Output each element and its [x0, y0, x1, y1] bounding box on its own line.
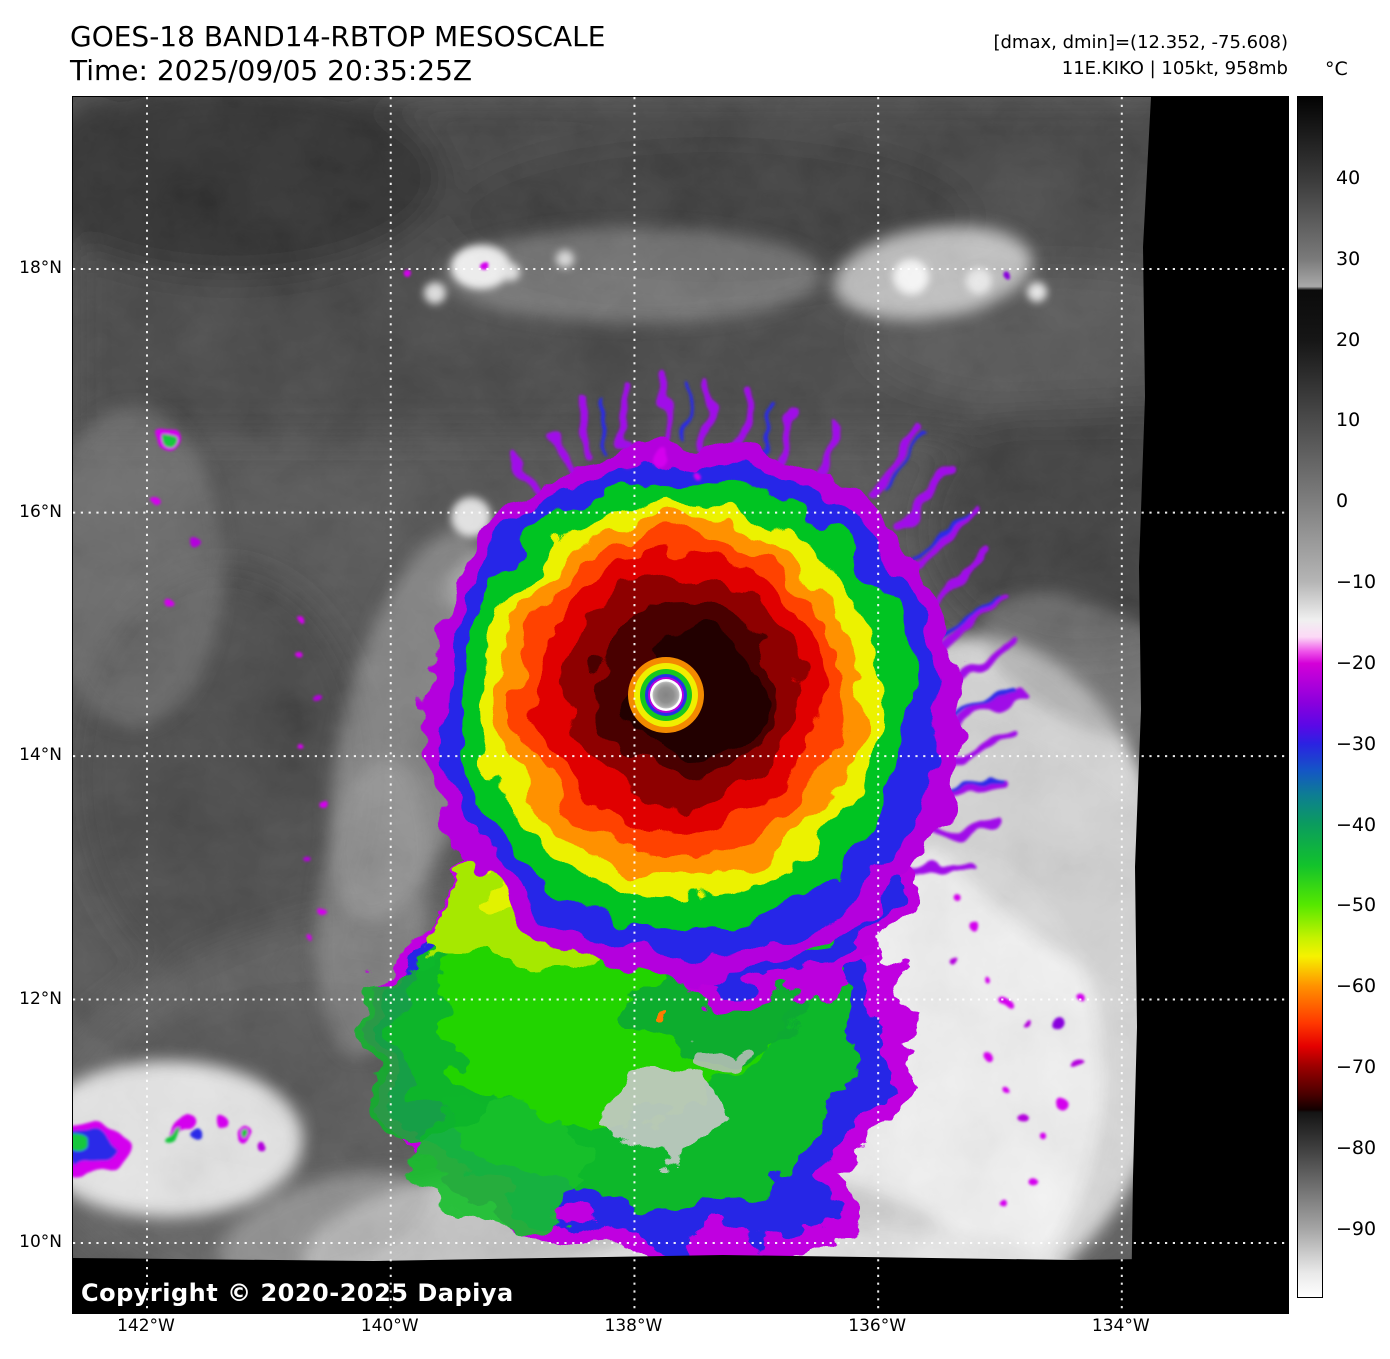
colorbar-tick-label: 40 [1336, 166, 1361, 189]
satellite-map: Copyright © 2020-2025 Dapiya [72, 96, 1289, 1314]
longitude-tick-label: 134°W [1091, 1316, 1150, 1336]
colorbar-tick-label: 0 [1336, 490, 1349, 513]
colorbar [1297, 96, 1323, 1298]
range-label: [dmax, dmin]=(12.352, -75.608) [993, 32, 1288, 53]
latitude-tick-label: 12°N [19, 988, 62, 1009]
no-data-mask [73, 97, 1288, 1313]
hurricane-eye [652, 681, 680, 709]
longitude-tick-label: 140°W [360, 1316, 419, 1336]
latitude-tick-label: 10°N [19, 1231, 62, 1252]
page-title: GOES-18 BAND14-RBTOP MESOSCALE [70, 20, 606, 53]
colorbar-tick-label: 20 [1336, 328, 1361, 351]
eyewall [628, 657, 704, 733]
colorbar-tick-label: −50 [1336, 894, 1377, 917]
longitude-tick-label: 136°W [848, 1316, 907, 1336]
colorbar-tick-label: −80 [1336, 1136, 1377, 1159]
storm-label: 11E.KIKO | 105kt, 958mb [1061, 58, 1288, 79]
longitude-tick-label: 138°W [604, 1316, 663, 1336]
latitude-tick-label: 18°N [19, 257, 62, 278]
time-label: Time: 2025/09/05 20:35:25Z [70, 54, 473, 87]
latitude-tick-label: 16°N [19, 501, 62, 522]
colorbar-tick-label: −90 [1336, 1217, 1377, 1240]
colorbar-tick-label: 10 [1336, 409, 1361, 432]
latitude-axis: 18°N 16°N 14°N 12°N 10°N [0, 96, 66, 1312]
colorbar-tick-label: −10 [1336, 571, 1377, 594]
title-block: GOES-18 BAND14-RBTOP MESOSCALE Time: 202… [70, 20, 605, 88]
colorbar-tick-labels: 40 30 20 10 0 −10 −20 −30 −40 −50 −60 −70 −80 −90 [1336, 96, 1390, 1298]
colorbar-tick-label: −20 [1336, 651, 1377, 674]
colorbar-tick-label: −40 [1336, 813, 1377, 836]
copyright: Copyright © 2020-2025 Dapiya [81, 1279, 514, 1307]
longitude-tick-label: 142°W [117, 1316, 175, 1336]
satellite-image [73, 97, 1288, 1313]
colorbar-tick-label: −60 [1336, 975, 1377, 998]
header-right: [dmax, dmin]=(12.352, -75.608) 11E.KIKO … [993, 30, 1288, 82]
colorbar-tick-label: −70 [1336, 1055, 1377, 1078]
longitude-axis: 142°W 140°W 138°W 136°W 134°W [72, 1316, 1287, 1340]
colorbar-unit-label: °C [1325, 58, 1348, 80]
color-specks [73, 264, 1088, 1209]
outer-spikes [509, 373, 1023, 873]
latitude-tick-label: 14°N [19, 745, 62, 766]
colorbar-tick-label: 30 [1336, 247, 1361, 270]
colorbar-tick-label: −30 [1336, 732, 1377, 755]
